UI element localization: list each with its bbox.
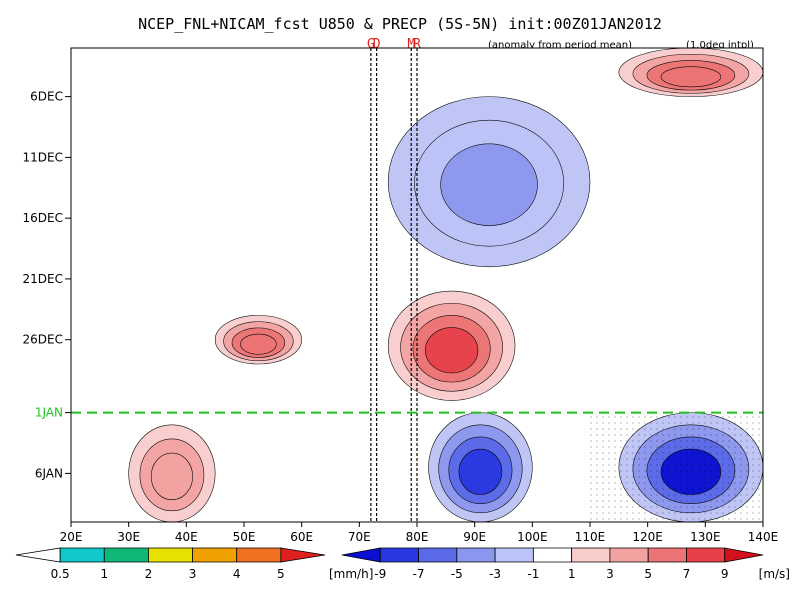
u850-colorbar-label: 9 — [721, 567, 729, 581]
u850-colorbar: -9 -7 -5 -3 -1 1 3 5 7 9 [m/s] — [341, 547, 790, 581]
marker-lines — [370, 48, 418, 522]
u850-colorbar-label: -5 — [451, 567, 463, 581]
marker-label: D — [373, 37, 381, 52]
u850-colorbar-swatch — [571, 547, 611, 563]
y-tick-label: 21DEC — [23, 272, 63, 286]
anomaly-region — [660, 66, 722, 88]
precip-texture — [590, 412, 763, 522]
u850-colorbar-label: -1 — [527, 567, 539, 581]
x-tick-label: 30E — [117, 530, 140, 544]
u850-colorbar-label: 7 — [683, 567, 691, 581]
u850-colorbar-swatch — [686, 547, 726, 563]
precip-colorbar-label: 3 — [189, 567, 197, 581]
y-tick-label: 6JAN — [35, 466, 63, 480]
marker-labels: GD MR — [367, 37, 421, 52]
x-tick-label: 60E — [290, 530, 313, 544]
x-tick-label: 100E — [517, 530, 548, 544]
u850-colorbar-label: -9 — [374, 567, 386, 581]
u850-colorbar-swatch — [494, 547, 534, 563]
u850-colorbar-swatch — [724, 547, 764, 563]
u850-colorbar-unit: [m/s] — [759, 567, 790, 581]
u850-colorbar-label: -7 — [413, 567, 425, 581]
precip-colorbar-swatch — [280, 547, 326, 563]
u850-colorbar-label: 5 — [644, 567, 652, 581]
precip-colorbar-swatch — [192, 547, 238, 563]
anomaly-region — [440, 143, 538, 226]
precip-colorbar-label: 2 — [145, 567, 153, 581]
precip-colorbar-swatch — [236, 547, 282, 563]
precip-colorbar-label: 0.5 — [51, 567, 70, 581]
precip-colorbar-swatch — [148, 547, 193, 563]
chart-subtitle-left: (anomaly from period mean) — [488, 40, 632, 51]
plot-area — [71, 48, 763, 522]
x-tick-label: 90E — [463, 530, 486, 544]
x-tick-label: 120E — [632, 530, 663, 544]
y-tick-label: 11DEC — [23, 150, 63, 164]
y-tick-label: 16DEC — [23, 211, 63, 225]
x-tick-label: 130E — [690, 530, 721, 544]
precip-colorbar-swatch — [15, 547, 61, 563]
u850-colorbar-swatch — [379, 547, 419, 563]
u850-colorbar-label: -3 — [489, 567, 501, 581]
y-axis: 6DEC 11DEC 16DEC 21DEC 26DEC 1JAN 6JAN — [23, 90, 71, 480]
u850-colorbar-swatch — [341, 547, 381, 563]
marker-label: G — [367, 37, 375, 52]
x-axis: 20E 30E 40E 50E 60E 70E 80E 90E 100E 110E 120E 130E… — [60, 522, 779, 544]
u850-colorbar-swatch — [418, 547, 458, 563]
u850-colorbar-label: 1 — [568, 567, 576, 581]
precip-colorbar: 0.5 1 2 3 4 5 [mm/h] — [15, 547, 373, 581]
y-tick-label: 1JAN — [35, 406, 63, 420]
anomaly-shading — [128, 48, 763, 522]
precip-colorbar-swatch — [59, 547, 105, 563]
u850-colorbar-swatch — [647, 547, 687, 563]
marker-label: M — [407, 37, 415, 52]
x-tick-label: 110E — [575, 530, 606, 544]
y-tick-label: 26DEC — [23, 333, 63, 347]
u850-colorbar-swatch — [456, 547, 496, 563]
x-tick-label: 140E — [748, 530, 779, 544]
precip-colorbar-label: 5 — [277, 567, 285, 581]
chart-subtitle-right: (1.0deg intpl) — [686, 40, 754, 51]
x-tick-label: 40E — [175, 530, 198, 544]
precip-colorbar-swatch — [103, 547, 149, 563]
precip-colorbar-label: 1 — [100, 567, 108, 581]
anomaly-region — [240, 333, 277, 355]
x-tick-label: 50E — [233, 530, 256, 544]
x-tick-label: 70E — [348, 530, 371, 544]
u850-colorbar-swatch — [532, 547, 573, 563]
chart-title: NCEP_FNL+NICAM_fcst U850 & PRECP (5S-5N)… — [138, 15, 662, 33]
u850-colorbar-swatch — [609, 547, 649, 563]
anomaly-region — [150, 452, 193, 501]
u850-colorbar-label: 3 — [606, 567, 614, 581]
precip-colorbar-unit: [mm/h] — [329, 567, 373, 581]
marker-label: R — [413, 37, 421, 52]
y-tick-label: 6DEC — [30, 90, 63, 104]
anomaly-region — [424, 327, 479, 374]
precip-colorbar-label: 4 — [233, 567, 241, 581]
x-tick-label: 80E — [406, 530, 429, 544]
anomaly-region — [458, 448, 503, 495]
x-tick-label: 20E — [60, 530, 83, 544]
